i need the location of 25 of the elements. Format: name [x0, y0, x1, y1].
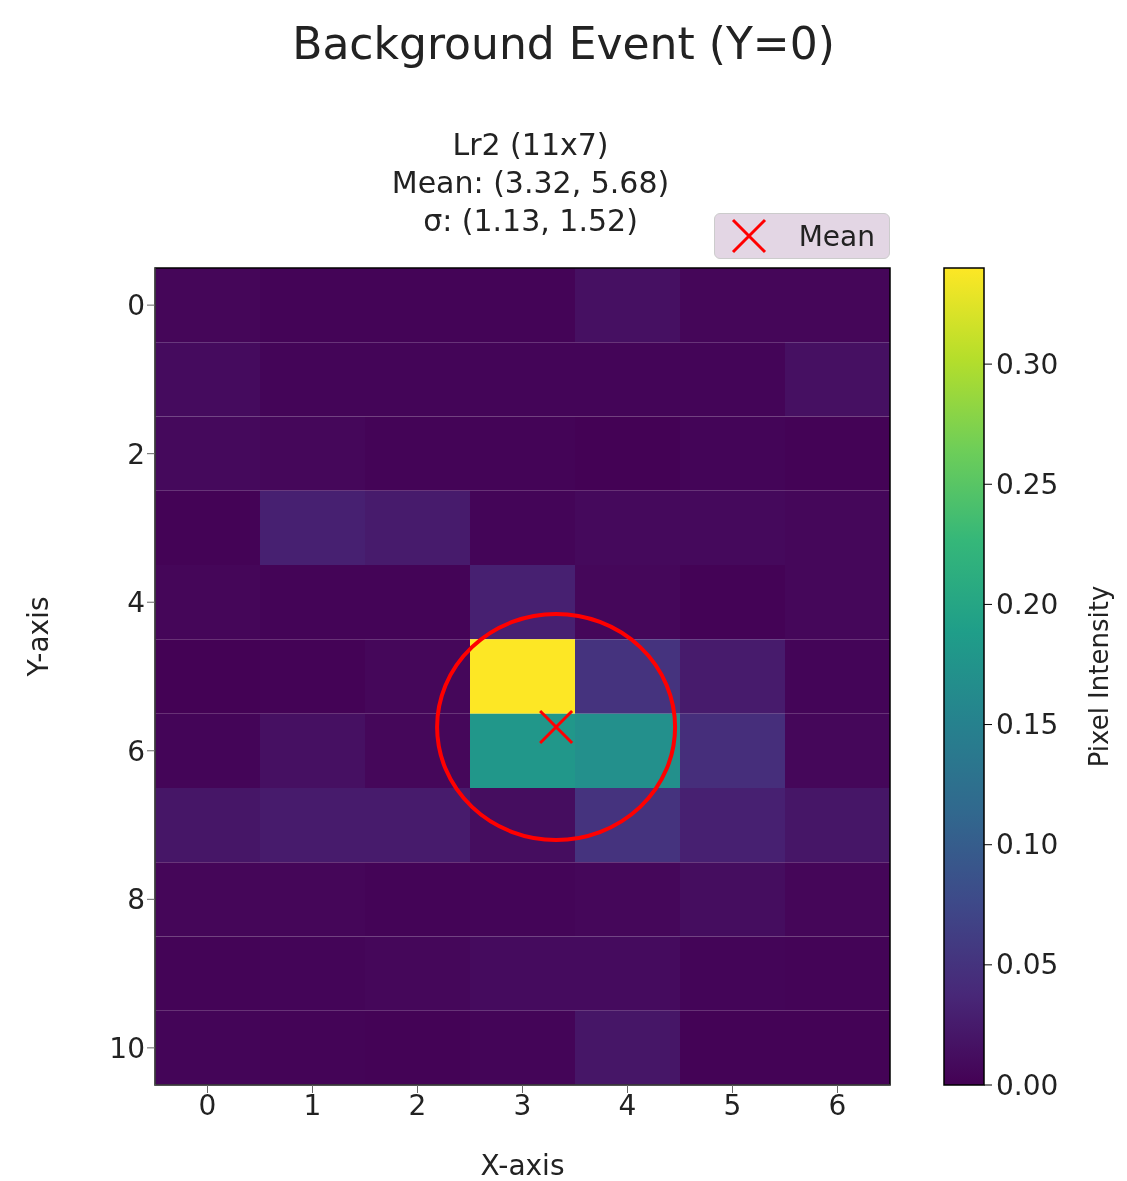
- y-tick-label: 0: [127, 289, 145, 323]
- legend-label: Mean: [798, 219, 875, 253]
- y-tick-label: 8: [127, 883, 145, 917]
- color-bar-label: 0.15: [996, 708, 1059, 742]
- x-tick-label: 2: [408, 1088, 427, 1122]
- color-bar-label: 0.20: [996, 587, 1059, 621]
- color-bar-title: Pixel Intensity: [1084, 585, 1114, 768]
- color-bar-label: 0.00: [996, 1068, 1059, 1102]
- x-tick-label: 6: [828, 1088, 847, 1122]
- chart-title: Background Event (Y=0): [291, 18, 836, 69]
- x-tick-label: 3: [513, 1088, 532, 1122]
- color-bar-label: 0.30: [996, 347, 1059, 381]
- y-tick-label: 4: [127, 586, 145, 620]
- color-bar-label: 0.25: [996, 467, 1059, 501]
- x-tick-label: 0: [198, 1088, 217, 1122]
- x-tick-label: 5: [723, 1088, 742, 1122]
- x-axis-title: X-axis: [480, 1149, 565, 1181]
- x-tick-label: 1: [303, 1088, 322, 1122]
- y-tick-label: 6: [127, 734, 145, 768]
- x-tick-label: 4: [618, 1088, 637, 1122]
- color-bar-label: 0.05: [996, 948, 1059, 982]
- color-bar-label: 0.10: [996, 828, 1059, 862]
- y-tick-label: 10: [109, 1031, 145, 1065]
- y-axis-title: Y-axis: [21, 596, 55, 678]
- y-tick-label: 2: [127, 437, 145, 471]
